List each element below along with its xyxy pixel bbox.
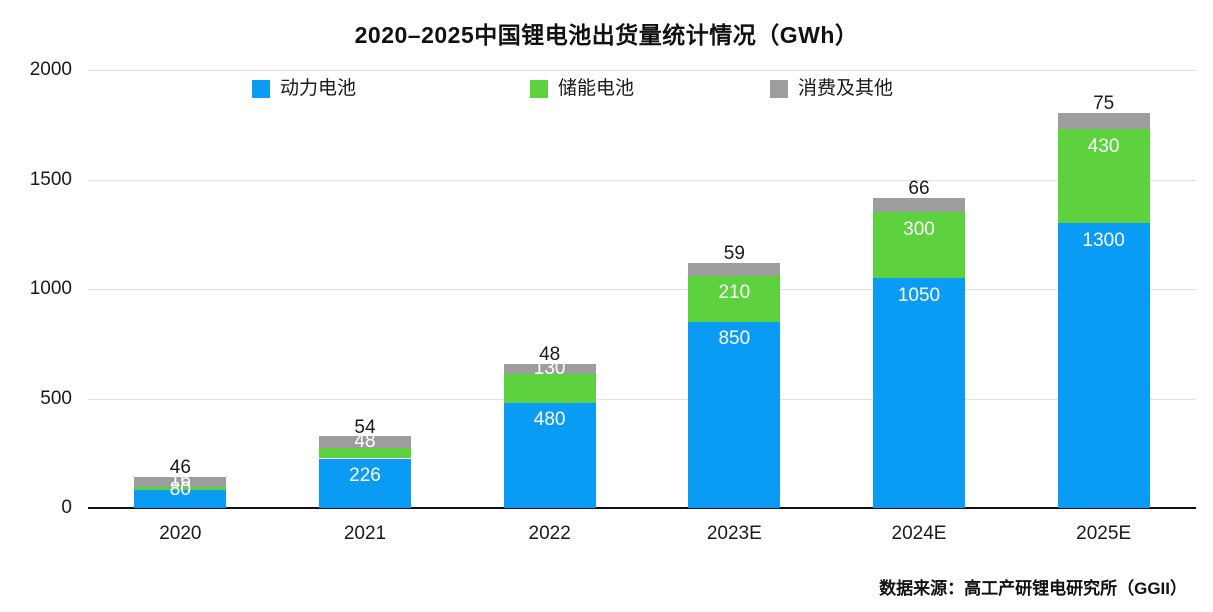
legend-swatch-power xyxy=(252,80,270,98)
gridline-1000 xyxy=(88,289,1196,290)
x-tick-label-2021: 2021 xyxy=(343,523,387,544)
bar-value-label-consumer: 66 xyxy=(908,178,930,200)
bar-value-label-consumer: 54 xyxy=(354,416,376,438)
bar-segment-storage xyxy=(503,374,596,403)
bar-segment-storage xyxy=(1057,129,1150,224)
x-tick-label-2024E: 2024E xyxy=(891,523,947,544)
bar-segment-storage xyxy=(873,212,965,279)
bar-segment-consumer xyxy=(503,363,596,375)
chart-title: 2020–2025中国锂电池出货量统计情况（GWh） xyxy=(354,22,859,48)
bar-segment-consumer xyxy=(319,436,411,448)
bar-value-label-power: 480 xyxy=(533,409,566,431)
x-tick-label-2022: 2022 xyxy=(528,523,571,544)
gridline-500 xyxy=(88,398,1196,400)
y-tick-label-500: 500 xyxy=(40,387,72,409)
gridline-2000 xyxy=(88,70,1196,71)
bar-segment-power xyxy=(319,458,411,508)
bar-value-label-consumer: 59 xyxy=(723,243,745,265)
bar-value-label-storage: 16 xyxy=(169,470,191,492)
bar-segment-power xyxy=(1057,223,1150,508)
bar-value-label-power: 226 xyxy=(349,465,381,486)
x-tick-label-2023E: 2023E xyxy=(706,523,762,544)
chart-legend: 动力电池 储能电池 消费及其他 xyxy=(0,79,1213,99)
bar-value-label-storage: 130 xyxy=(533,357,566,379)
bar-value-label-power: 850 xyxy=(718,328,751,350)
bar-value-label-power: 1050 xyxy=(897,284,941,306)
bar-segment-power xyxy=(134,490,227,508)
legend-label-power: 动力电池 xyxy=(280,78,357,99)
source-note: 数据来源：高工产研锂电研究所（GGII） xyxy=(879,579,1187,598)
bar-segment-consumer xyxy=(688,262,781,276)
legend-swatch-consumer xyxy=(770,80,788,98)
bar-value-label-consumer: 48 xyxy=(539,344,561,366)
bar-value-label-consumer: 46 xyxy=(169,457,191,479)
bar-segment-consumer xyxy=(1057,112,1150,130)
x-axis-line xyxy=(88,507,1196,509)
x-tick-label-2020: 2020 xyxy=(159,523,202,544)
y-tick-label-1000: 1000 xyxy=(29,278,72,299)
bar-value-label-storage: 210 xyxy=(718,282,751,304)
y-tick-label-1500: 1500 xyxy=(29,168,72,190)
legend-swatch-storage xyxy=(530,80,548,98)
bar-value-label-storage: 48 xyxy=(354,431,376,453)
legend-item-consumer: 消费及其他 xyxy=(770,79,893,99)
bar-value-label-power: 1300 xyxy=(1082,229,1125,251)
y-tick-label-2000: 2000 xyxy=(29,59,72,80)
bar-segment-consumer xyxy=(873,197,965,213)
bar-value-label-storage: 430 xyxy=(1087,135,1120,157)
bar-value-label-consumer: 75 xyxy=(1093,93,1115,115)
legend-label-consumer: 消费及其他 xyxy=(798,78,894,99)
gridline-1500 xyxy=(88,179,1196,181)
legend-item-storage: 储能电池 xyxy=(530,79,634,99)
legend-label-storage: 储能电池 xyxy=(558,78,635,99)
bar-segment-consumer xyxy=(134,476,227,487)
bar-value-label-power: 80 xyxy=(169,478,191,500)
bar-segment-power xyxy=(688,321,781,508)
bar-segment-storage xyxy=(319,447,411,459)
bar-value-label-storage: 300 xyxy=(903,218,935,240)
bar-segment-power xyxy=(873,278,965,508)
y-tick-label-0: 0 xyxy=(61,497,72,518)
bar-segment-power xyxy=(503,402,596,508)
bar-segment-storage xyxy=(134,486,227,491)
legend-item-power: 动力电池 xyxy=(252,79,356,99)
x-tick-label-2025E: 2025E xyxy=(1076,523,1132,544)
bar-segment-storage xyxy=(688,275,781,322)
